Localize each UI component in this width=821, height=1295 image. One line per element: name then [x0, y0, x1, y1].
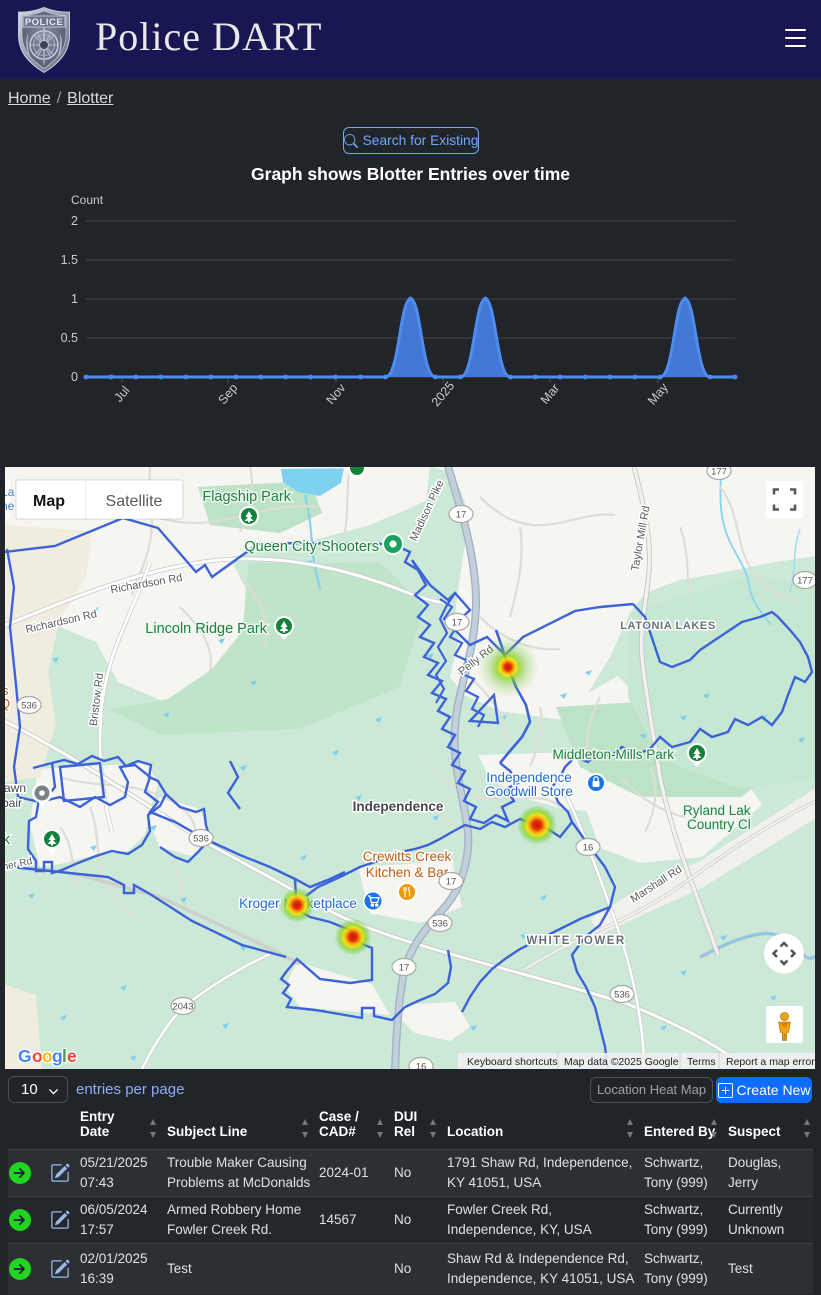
svg-text:Mar: Mar [538, 381, 563, 406]
svg-text:Map: Map [33, 493, 65, 510]
svg-text:g: g [52, 1046, 63, 1066]
svg-text:536: 536 [432, 919, 448, 930]
svg-text:2043: 2043 [172, 1002, 193, 1013]
svg-text:G: G [18, 1046, 32, 1066]
svg-text:o: o [32, 1046, 43, 1066]
svg-text:s: s [2, 683, 9, 698]
svg-text:Sep: Sep [215, 381, 240, 407]
svg-text:Independence: Independence [486, 770, 572, 785]
svg-text:Country Cl: Country Cl [687, 817, 751, 832]
svg-text:Count: Count [71, 193, 104, 207]
svg-text:o: o [42, 1046, 53, 1066]
svg-text:Keyboard shortcuts: Keyboard shortcuts [467, 1056, 557, 1068]
svg-text:17: 17 [452, 618, 463, 629]
svg-text:May: May [645, 380, 671, 408]
svg-text:Independence: Independence [353, 799, 444, 814]
svg-text:Flagship Park: Flagship Park [202, 489, 291, 505]
svg-text:Satellite: Satellite [106, 493, 163, 510]
svg-text:e: e [67, 1046, 77, 1066]
svg-text:Lincoln Ridge Park: Lincoln Ridge Park [145, 621, 267, 637]
svg-text:Queen City Shooters: Queen City Shooters [244, 539, 379, 555]
svg-text:536: 536 [614, 990, 630, 1001]
svg-text:Kitchen & Bar: Kitchen & Bar [366, 865, 449, 880]
svg-text:17: 17 [399, 963, 410, 974]
svg-text:0: 0 [71, 370, 78, 384]
svg-text:Map data ©2025 Google: Map data ©2025 Google [564, 1056, 679, 1068]
svg-text:Middleton-Mills Park: Middleton-Mills Park [552, 747, 674, 762]
svg-text:Report a map error: Report a map error [726, 1056, 815, 1068]
svg-text:Doe Run Lake: Doe Run Lake [252, 467, 352, 471]
svg-text:177: 177 [711, 467, 727, 478]
svg-text:WHITE TOWER: WHITE TOWER [526, 935, 625, 947]
svg-text:awn: awn [4, 781, 26, 795]
svg-text:Q: Q [0, 696, 10, 711]
svg-text:536: 536 [193, 834, 209, 845]
svg-text:2: 2 [71, 214, 78, 228]
svg-text:1.5: 1.5 [61, 253, 78, 267]
svg-text:Crewitts Creek: Crewitts Creek [363, 849, 452, 864]
svg-text:0.5: 0.5 [61, 331, 78, 345]
svg-text:177: 177 [797, 576, 813, 587]
svg-text:Nov: Nov [323, 380, 348, 407]
svg-text:bair: bair [2, 796, 22, 810]
svg-text:16: 16 [416, 1062, 427, 1070]
svg-text:Jul: Jul [112, 383, 133, 404]
svg-text:536: 536 [21, 701, 37, 712]
svg-text:1: 1 [71, 292, 78, 306]
svg-text:LATONIA LAKES: LATONIA LAKES [620, 620, 716, 632]
svg-text:2025: 2025 [429, 379, 458, 409]
svg-text:Ryland Lak: Ryland Lak [683, 803, 751, 818]
svg-text:Goodwill Store: Goodwill Store [485, 784, 573, 799]
svg-text:l: l [62, 1046, 67, 1066]
svg-text:17: 17 [446, 877, 457, 888]
svg-text:POLICE: POLICE [25, 17, 63, 28]
svg-text:Terms: Terms [687, 1056, 716, 1068]
svg-text:16: 16 [583, 843, 594, 854]
svg-text:17: 17 [456, 510, 467, 521]
